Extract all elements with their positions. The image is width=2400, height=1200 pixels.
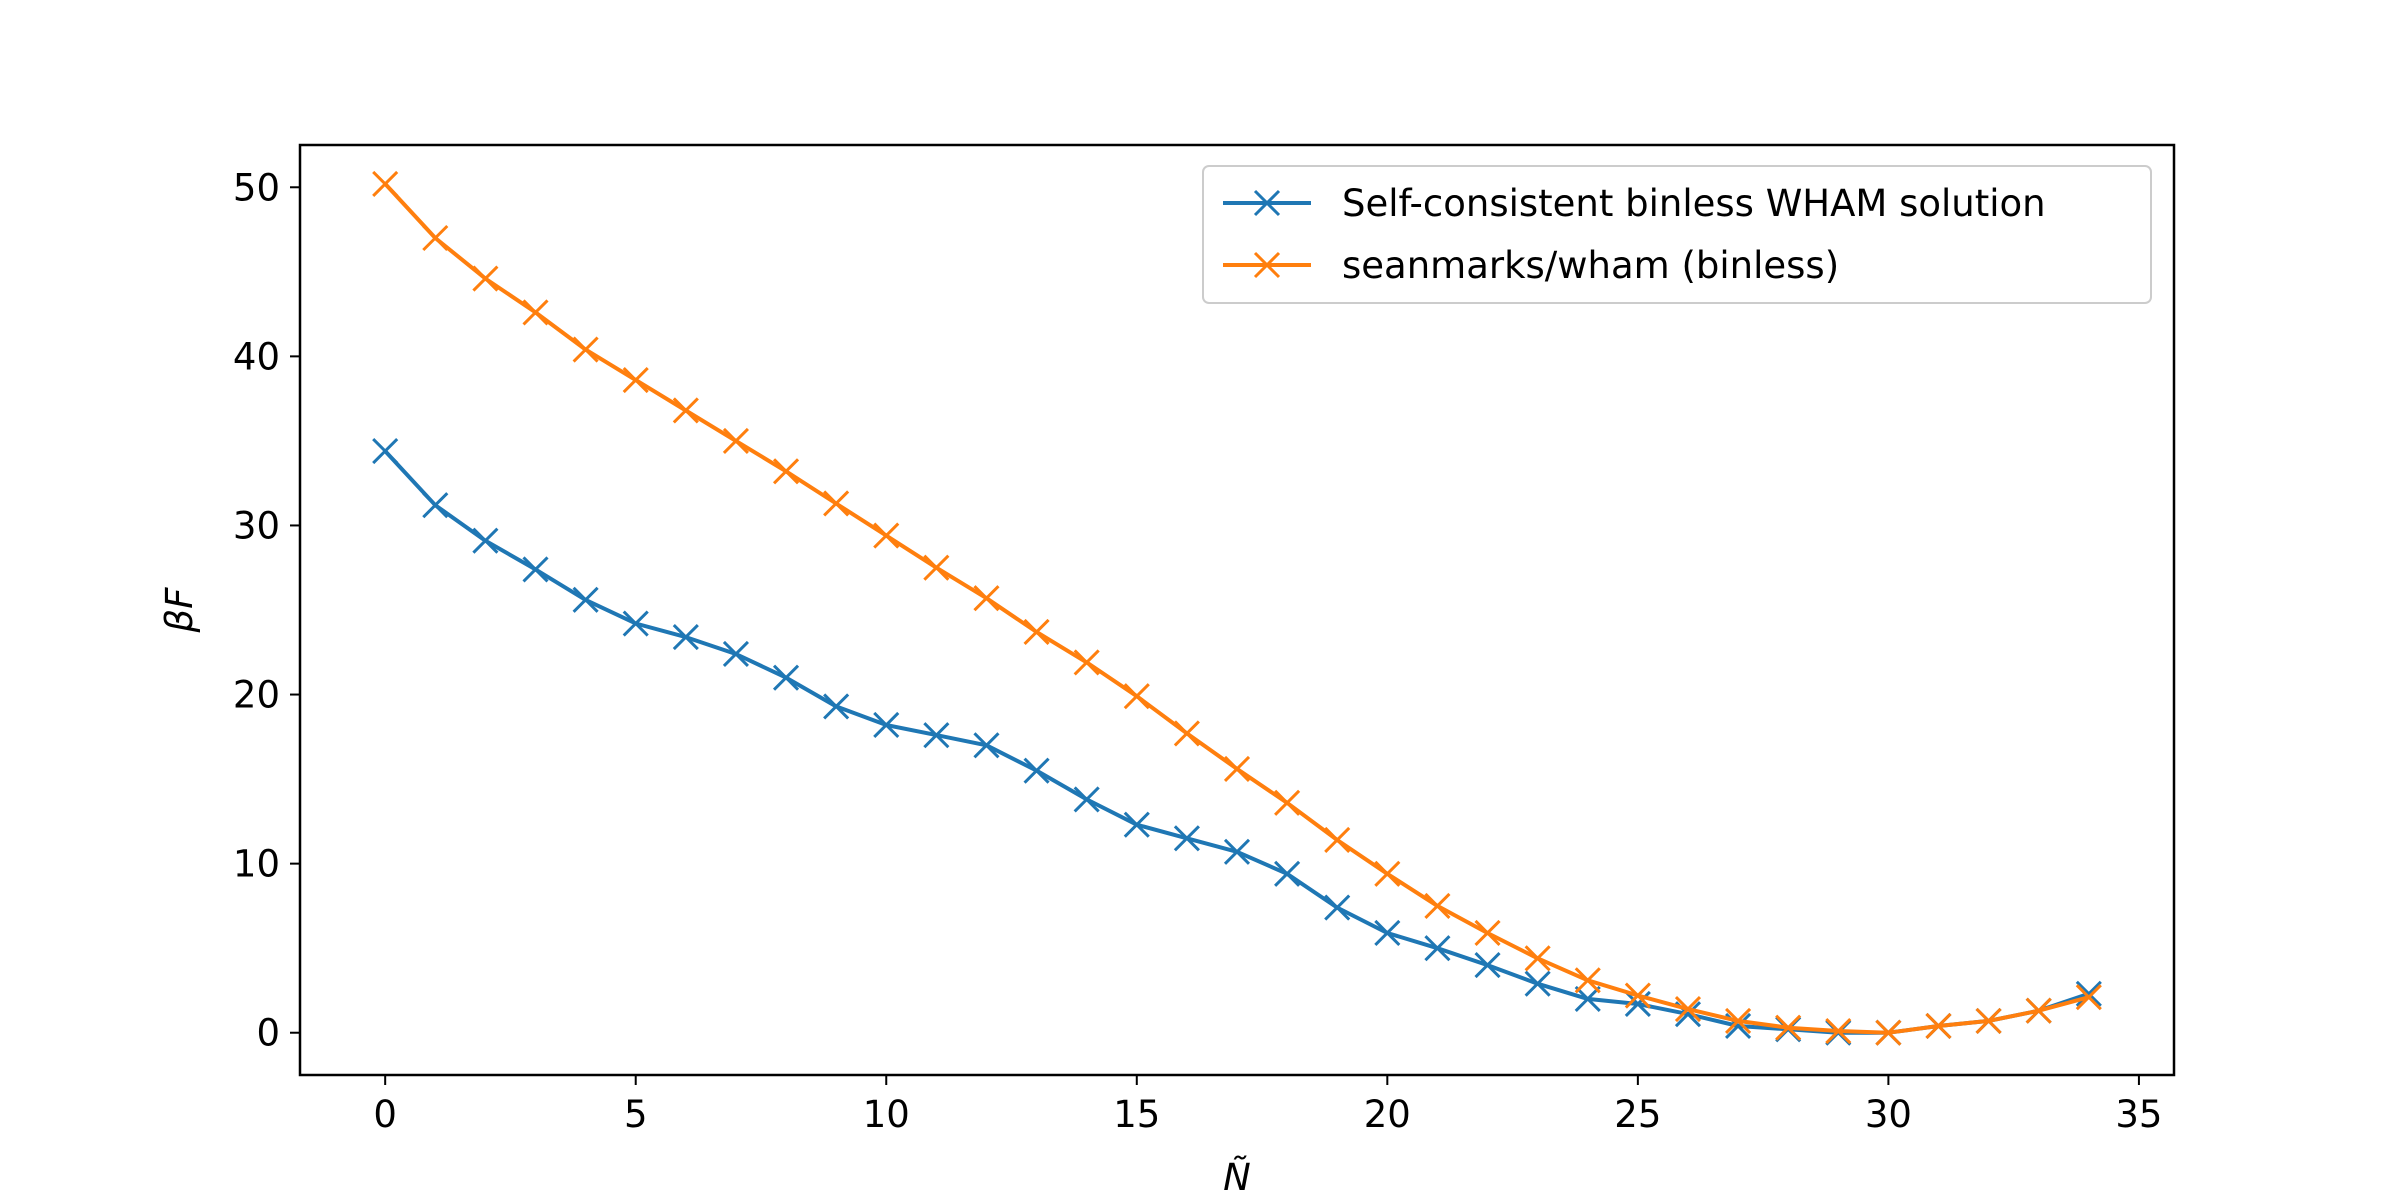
legend-entry-label: seanmarks/wham (binless) <box>1342 244 1839 287</box>
data-point-marker <box>2025 997 2052 1024</box>
data-point-marker <box>622 366 649 394</box>
legend: Self-consistent binless WHAM solution sea… <box>1202 165 2152 304</box>
data-point-marker <box>1825 1017 1852 1045</box>
data-point-marker <box>1925 1012 1952 1040</box>
data-point-marker <box>923 554 950 581</box>
x-tick-label: 35 <box>2115 1093 2162 1136</box>
series-2 <box>372 170 2102 1046</box>
y-tick-label: 0 <box>256 1012 280 1055</box>
data-point-marker <box>522 556 549 583</box>
data-point-marker <box>572 586 599 613</box>
data-point-marker <box>873 522 900 549</box>
data-point-marker <box>1274 789 1301 816</box>
data-point-marker <box>1474 919 1501 947</box>
data-point-marker <box>1975 1007 2002 1034</box>
data-point-marker <box>1574 967 1601 994</box>
x-tick-label: 5 <box>624 1093 648 1136</box>
data-point-marker <box>973 732 1000 759</box>
legend-entry-label: Self-consistent binless WHAM solution <box>1342 182 2046 225</box>
data-point-marker <box>1023 618 1050 646</box>
y-tick-label: 50 <box>233 166 280 209</box>
data-point-marker <box>973 585 1000 612</box>
data-point-marker <box>1073 649 1100 676</box>
data-point-marker <box>422 492 449 519</box>
x-axis: 0 5 10 15 20 25 30 35 <box>373 1075 2162 1136</box>
data-point-marker <box>372 170 399 197</box>
y-tick-label: 40 <box>233 335 280 378</box>
x-tick-label: 0 <box>373 1093 397 1136</box>
data-point-marker <box>1674 995 1702 1023</box>
data-point-marker <box>772 664 800 691</box>
data-point-marker <box>372 437 399 465</box>
data-point-marker <box>722 640 749 668</box>
data-point-marker <box>873 711 900 739</box>
data-point-marker <box>823 693 850 720</box>
data-point-marker <box>1173 825 1200 852</box>
data-point-marker <box>1324 826 1351 854</box>
legend-swatch-marker <box>1253 189 1281 217</box>
data-point-marker <box>923 722 950 749</box>
data-point-marker <box>672 397 699 424</box>
data-point-marker <box>672 623 699 651</box>
data-point-marker <box>472 265 499 292</box>
data-point-marker <box>1374 860 1401 887</box>
data-point-marker <box>422 224 449 252</box>
y-tick-label: 10 <box>233 843 280 886</box>
series-layer <box>372 170 2102 1046</box>
data-point-marker <box>622 610 649 637</box>
data-point-marker <box>1023 757 1050 784</box>
x-axis-label: Ñ <box>1223 1155 1251 1199</box>
data-point-marker <box>1173 720 1200 747</box>
data-point-marker <box>1725 1007 1752 1034</box>
data-point-marker <box>572 336 599 363</box>
data-point-marker <box>823 490 850 517</box>
x-tick-label: 10 <box>863 1093 910 1136</box>
data-point-marker <box>1624 982 1651 1009</box>
data-point-marker <box>1374 919 1401 947</box>
data-point-marker <box>1324 894 1351 921</box>
data-point-marker <box>2075 980 2102 1007</box>
data-point-marker <box>1073 786 1100 813</box>
data-point-marker <box>1524 945 1551 972</box>
data-point-marker <box>1875 1019 1902 1046</box>
x-tick-label: 30 <box>1865 1093 1912 1136</box>
data-point-marker <box>1424 892 1451 919</box>
legend-swatch-marker <box>1253 251 1281 279</box>
y-axis-label: βF <box>158 587 201 634</box>
data-point-marker <box>1424 935 1451 962</box>
data-point-marker <box>1223 755 1251 783</box>
y-axis: 0 10 20 30 40 50 <box>233 166 300 1055</box>
data-point-marker <box>1574 985 1601 1012</box>
data-point-marker <box>722 427 749 454</box>
data-point-marker <box>1775 1014 1802 1041</box>
data-point-marker <box>1524 970 1551 997</box>
y-tick-label: 30 <box>233 504 280 547</box>
plot-frame <box>298 143 2176 1077</box>
data-point-marker <box>1474 952 1501 979</box>
data-point-marker <box>772 458 800 485</box>
y-tick-label: 20 <box>233 674 280 717</box>
data-point-marker <box>2075 984 2102 1011</box>
x-tick-label: 25 <box>1614 1093 1661 1136</box>
data-point-marker <box>1223 838 1251 865</box>
data-point-marker <box>472 527 499 554</box>
data-point-marker <box>1123 811 1150 838</box>
legend-box <box>1202 165 2152 304</box>
data-point-marker <box>1274 860 1301 887</box>
data-point-marker <box>1123 683 1150 710</box>
x-tick-label: 20 <box>1364 1093 1411 1136</box>
x-tick-label: 15 <box>1113 1093 1160 1136</box>
data-point-marker <box>522 299 549 326</box>
